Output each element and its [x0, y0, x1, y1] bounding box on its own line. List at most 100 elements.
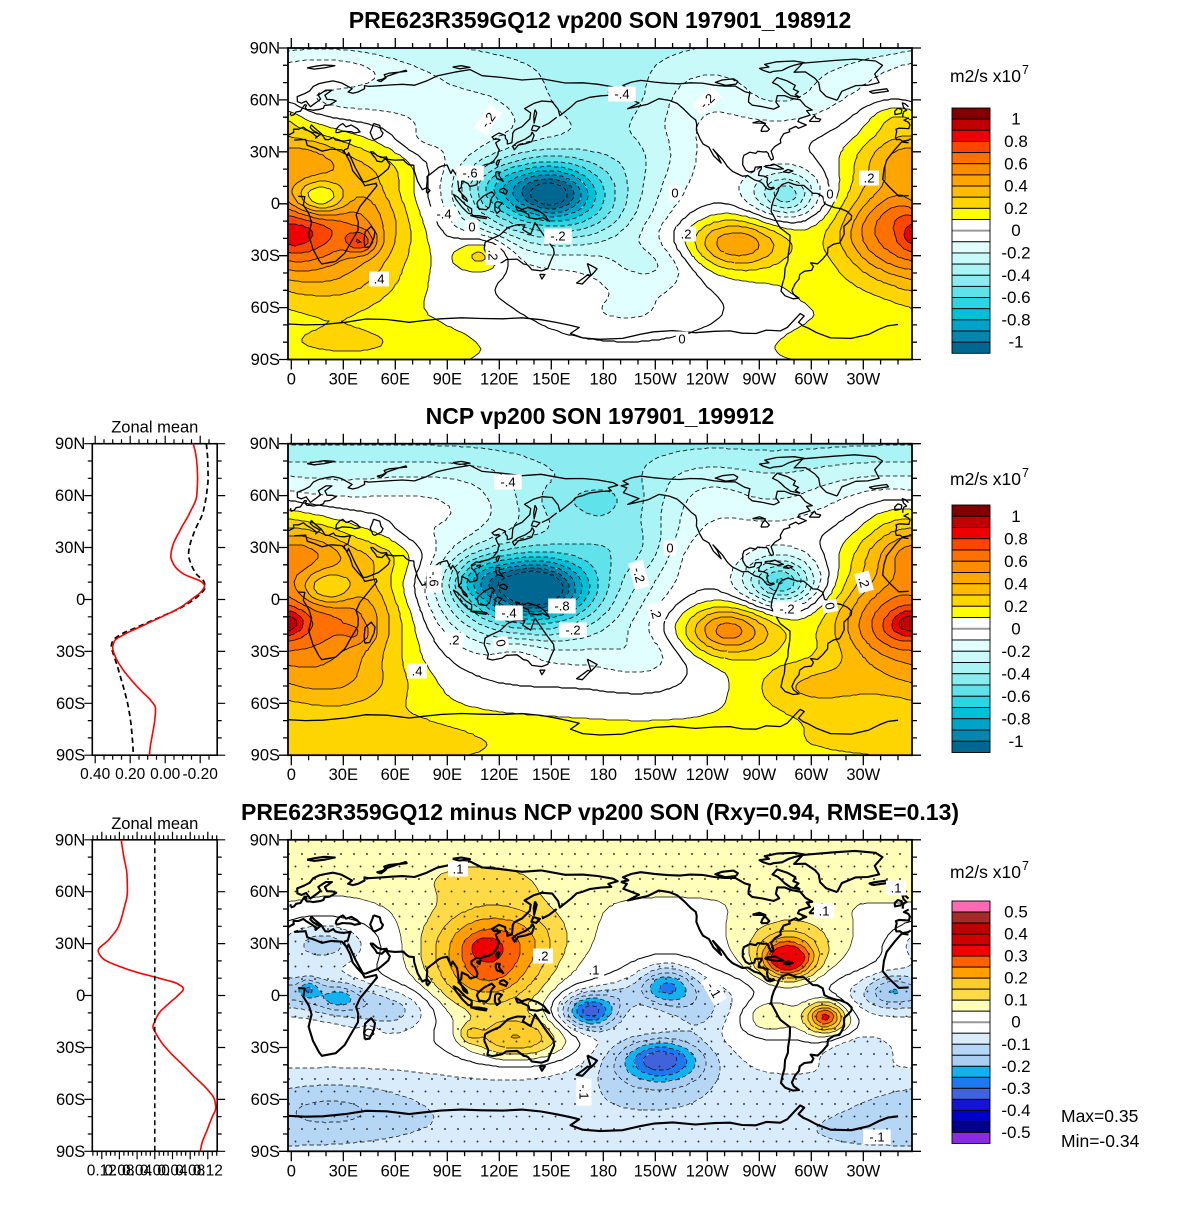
- svg-text:120W: 120W: [686, 766, 730, 784]
- svg-text:0.4: 0.4: [1004, 925, 1028, 944]
- svg-text:90E: 90E: [433, 766, 462, 784]
- svg-text:90E: 90E: [433, 371, 462, 389]
- svg-text:m2/s x10: m2/s x10: [950, 66, 1021, 86]
- svg-text:90W: 90W: [742, 766, 776, 784]
- svg-text:0: 0: [1011, 221, 1020, 240]
- svg-text:.2: .2: [449, 633, 460, 648]
- svg-text:0.8: 0.8: [1004, 529, 1028, 548]
- svg-text:0.4: 0.4: [1004, 177, 1028, 196]
- svg-text:90E: 90E: [433, 1162, 462, 1180]
- svg-text:180: 180: [590, 1162, 618, 1180]
- svg-text:-1: -1: [1008, 732, 1023, 751]
- svg-text:.1: .1: [891, 881, 902, 896]
- svg-text:0.6: 0.6: [1004, 154, 1028, 173]
- svg-text:-.4: -.4: [500, 475, 515, 490]
- svg-text:-0.2: -0.2: [1001, 642, 1030, 661]
- svg-text:0: 0: [822, 601, 838, 611]
- svg-text:0: 0: [287, 1162, 296, 1180]
- svg-text:90S: 90S: [56, 747, 85, 765]
- svg-text:0.2: 0.2: [1004, 597, 1028, 616]
- svg-text:-0.5: -0.5: [1001, 1123, 1030, 1142]
- svg-text:60W: 60W: [794, 1162, 828, 1180]
- svg-text:.2: .2: [647, 606, 664, 620]
- svg-text:Min=-0.34: Min=-0.34: [1061, 1131, 1140, 1151]
- svg-text:30E: 30E: [329, 1162, 358, 1180]
- svg-text:30S: 30S: [56, 1039, 85, 1057]
- svg-text:m2/s x10: m2/s x10: [950, 469, 1021, 489]
- svg-text:m2/s x10: m2/s x10: [950, 862, 1021, 882]
- svg-text:60W: 60W: [794, 371, 828, 389]
- svg-text:-.1: -.1: [869, 1130, 884, 1145]
- svg-text:30E: 30E: [329, 371, 358, 389]
- svg-text:120W: 120W: [686, 1162, 730, 1180]
- svg-text:-0.6: -0.6: [1001, 687, 1030, 706]
- svg-text:90N: 90N: [250, 435, 280, 453]
- svg-text:90S: 90S: [251, 1143, 280, 1161]
- svg-text:0.1: 0.1: [1004, 991, 1028, 1010]
- svg-text:0.04: 0.04: [122, 1162, 153, 1179]
- svg-text:0.5: 0.5: [1004, 903, 1028, 922]
- svg-text:60N: 60N: [55, 883, 85, 901]
- svg-text:0: 0: [271, 987, 280, 1005]
- svg-text:60S: 60S: [251, 695, 280, 713]
- svg-text:-1: -1: [1008, 333, 1023, 352]
- svg-text:60E: 60E: [381, 1162, 410, 1180]
- svg-text:.1: .1: [453, 862, 464, 877]
- svg-text:0.00: 0.00: [150, 766, 181, 783]
- svg-text:-0.2: -0.2: [1001, 243, 1030, 262]
- svg-text:0: 0: [678, 332, 685, 347]
- svg-text:0.08: 0.08: [175, 1162, 205, 1179]
- svg-text:90N: 90N: [55, 831, 85, 849]
- svg-text:30S: 30S: [251, 643, 280, 661]
- svg-text:7: 7: [1022, 466, 1029, 480]
- svg-text:-.2: -.2: [565, 623, 580, 638]
- svg-text:0: 0: [493, 638, 509, 648]
- svg-text:Zonal mean: Zonal mean: [111, 815, 198, 833]
- svg-text:180: 180: [590, 766, 618, 784]
- svg-text:150E: 150E: [532, 1162, 571, 1180]
- svg-text:-.6: -.6: [462, 166, 477, 181]
- svg-text:90S: 90S: [56, 1143, 85, 1161]
- svg-text:-.6: -.6: [426, 571, 441, 586]
- svg-text:0.3: 0.3: [1004, 947, 1028, 966]
- svg-text:-.4: -.4: [614, 87, 629, 102]
- svg-text:0.6: 0.6: [1004, 552, 1028, 571]
- svg-text:.2: .2: [855, 575, 872, 589]
- svg-text:0.00: 0.00: [140, 1162, 171, 1179]
- svg-text:120E: 120E: [480, 1162, 519, 1180]
- svg-text:30E: 30E: [329, 766, 358, 784]
- svg-text:-0.4: -0.4: [1001, 664, 1030, 683]
- svg-text:0.12: 0.12: [193, 1162, 223, 1179]
- svg-text:-.2: -.2: [478, 110, 499, 131]
- svg-text:60W: 60W: [794, 766, 828, 784]
- svg-text:120W: 120W: [686, 371, 730, 389]
- svg-text:0: 0: [671, 186, 678, 201]
- svg-text:30S: 30S: [56, 643, 85, 661]
- svg-text:0: 0: [1011, 619, 1020, 638]
- svg-text:30N: 30N: [250, 539, 280, 557]
- svg-text:-0.1: -0.1: [1001, 1035, 1030, 1054]
- svg-text:0: 0: [287, 371, 296, 389]
- svg-text:PRE623R359GQ12 vp200 SON 19790: PRE623R359GQ12 vp200 SON 197901_198912: [349, 7, 852, 33]
- svg-text:-.8: -.8: [554, 599, 569, 614]
- svg-text:.2: .2: [864, 171, 875, 186]
- svg-text:0: 0: [76, 591, 85, 609]
- svg-text:30W: 30W: [846, 371, 880, 389]
- svg-text:150E: 150E: [532, 371, 571, 389]
- svg-text:150W: 150W: [634, 371, 678, 389]
- svg-text:60S: 60S: [251, 1091, 280, 1109]
- svg-text:120E: 120E: [480, 766, 519, 784]
- svg-text:60N: 60N: [250, 487, 280, 505]
- svg-text:30S: 30S: [251, 247, 280, 265]
- svg-text:60S: 60S: [56, 695, 85, 713]
- svg-text:0.2: 0.2: [1004, 199, 1028, 218]
- svg-text:-0.4: -0.4: [1001, 1101, 1030, 1120]
- svg-text:1: 1: [1011, 507, 1020, 526]
- svg-text:.1: .1: [819, 904, 830, 919]
- svg-text:30W: 30W: [846, 766, 880, 784]
- svg-text:-0.3: -0.3: [1001, 1079, 1030, 1098]
- svg-text:-0.4: -0.4: [1001, 266, 1030, 285]
- svg-text:-.4: -.4: [501, 606, 516, 621]
- svg-text:0: 0: [1011, 1013, 1020, 1032]
- svg-text:60N: 60N: [250, 91, 280, 109]
